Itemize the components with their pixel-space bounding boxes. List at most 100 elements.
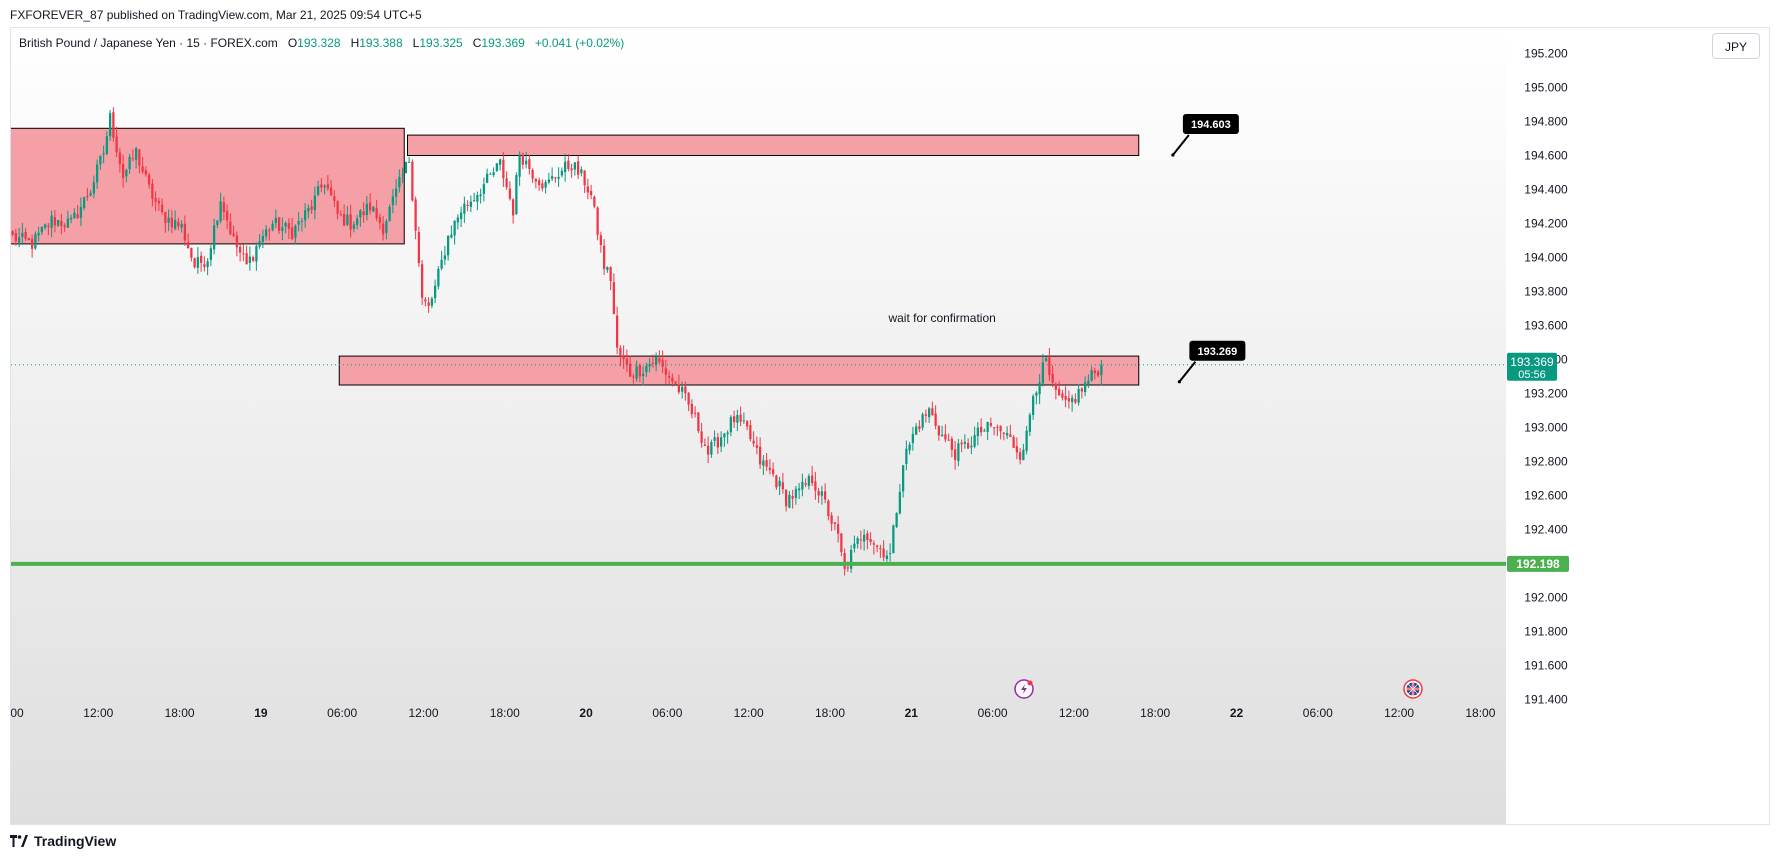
- candle-body: [245, 253, 248, 265]
- time-axis-label: 18:00: [815, 706, 845, 720]
- candle-body: [872, 543, 876, 545]
- price-scale-label: 191.800: [1524, 625, 1568, 639]
- candle-body: [797, 488, 801, 491]
- candle-body: [1022, 449, 1025, 461]
- candle-body: [346, 214, 349, 225]
- candle-body: [823, 491, 827, 500]
- candle-body: [762, 460, 765, 466]
- candle-body: [355, 218, 359, 225]
- candle-body: [225, 210, 229, 221]
- candle-body: [82, 197, 86, 209]
- candle-body: [895, 513, 898, 527]
- candle-body: [339, 214, 343, 216]
- time-axis-label: 06:00: [652, 706, 682, 720]
- supply-demand-zone[interactable]: [407, 134, 1140, 156]
- candle-body: [186, 242, 190, 249]
- candle-body: [427, 302, 430, 306]
- candle-body: [160, 204, 164, 212]
- candle-body: [752, 440, 755, 444]
- candle-body: [47, 225, 50, 227]
- open-label: O: [287, 36, 298, 50]
- candle-body: [362, 211, 365, 216]
- candle-body: [508, 188, 512, 199]
- candle-body: [992, 427, 996, 429]
- price-callout[interactable]: [1182, 113, 1239, 134]
- candle-body: [437, 268, 440, 287]
- candle-body: [193, 258, 196, 268]
- time-axis-label: 12:00: [408, 706, 438, 720]
- candle-body: [905, 448, 908, 464]
- time-axis-label: 22: [1230, 706, 1244, 720]
- chart-annotation-text: wait for confirmation: [887, 311, 995, 325]
- candle-body: [651, 362, 655, 364]
- candle-body: [229, 221, 232, 235]
- supply-demand-zone[interactable]: [11, 127, 405, 245]
- candle-body: [469, 201, 473, 207]
- time-axis-label: 06:00: [978, 706, 1008, 720]
- candle-body: [472, 200, 476, 202]
- lightning-event-icon[interactable]: [1014, 679, 1034, 699]
- supply-demand-zone[interactable]: [338, 355, 1140, 386]
- candle-body: [281, 227, 284, 231]
- chart-area[interactable]: 194.603 193.269 wait for confirmation 195.2…: [10, 27, 1770, 825]
- candle-body: [989, 423, 993, 426]
- price-callout[interactable]: [1189, 340, 1246, 361]
- candle-body: [164, 212, 167, 223]
- currency-button[interactable]: JPY: [1712, 33, 1760, 59]
- candle-body: [947, 439, 950, 441]
- candle-body: [645, 365, 648, 373]
- candle-body: [866, 533, 869, 541]
- candle-body: [794, 488, 798, 498]
- candle-body: [141, 166, 144, 172]
- candle-body: [498, 159, 502, 165]
- candle-body: [641, 373, 645, 377]
- price-scale-label: 191.400: [1524, 693, 1568, 707]
- candle-body: [60, 221, 63, 226]
- price-scale-label: 194.200: [1524, 217, 1568, 231]
- candle-body: [21, 232, 24, 237]
- candle-body: [450, 234, 453, 238]
- candle-body: [27, 238, 31, 241]
- candle-body: [463, 203, 466, 214]
- candle-body: [242, 253, 245, 255]
- candle-body: [1070, 397, 1074, 403]
- candle-body: [121, 164, 125, 178]
- candle-body: [654, 356, 658, 365]
- candle-body: [609, 267, 612, 282]
- candle-body: [836, 524, 840, 534]
- candle-body: [765, 460, 768, 467]
- candle-body: [999, 425, 1002, 432]
- candle-body: [326, 184, 330, 189]
- footer-logo[interactable]: TradingView: [10, 832, 116, 850]
- candle-body: [170, 217, 174, 228]
- candle-body: [115, 136, 118, 153]
- time-axis-label: 06:00: [1303, 706, 1333, 720]
- candle-body: [63, 225, 66, 227]
- candle-body: [606, 267, 609, 271]
- high-label: H: [350, 36, 360, 50]
- candle-body: [1057, 388, 1061, 396]
- candle-body: [944, 434, 947, 440]
- candle-body: [89, 192, 92, 196]
- candle-body: [50, 215, 53, 228]
- candle-body: [446, 236, 450, 256]
- candle-body: [996, 426, 999, 428]
- candle-body: [264, 229, 268, 237]
- candle-body: [368, 202, 372, 211]
- tradingview-logo-icon: [10, 835, 28, 847]
- candle-body: [771, 469, 775, 475]
- candle-body: [34, 234, 37, 249]
- candle-body: [180, 223, 183, 228]
- uk-flag-event-icon[interactable]: [1403, 679, 1423, 699]
- candle-body: [576, 161, 580, 175]
- candle-body: [583, 170, 586, 186]
- price-chart[interactable]: 194.603 193.269 wait for confirmation 195.2…: [11, 28, 1770, 825]
- candle-body: [76, 214, 79, 219]
- candle-body: [30, 238, 34, 249]
- candle-body: [1077, 389, 1080, 403]
- candle-body: [1083, 382, 1087, 393]
- candle-body: [888, 553, 892, 555]
- candle-body: [190, 247, 193, 258]
- candle-body: [333, 196, 336, 201]
- candle-body: [37, 232, 40, 236]
